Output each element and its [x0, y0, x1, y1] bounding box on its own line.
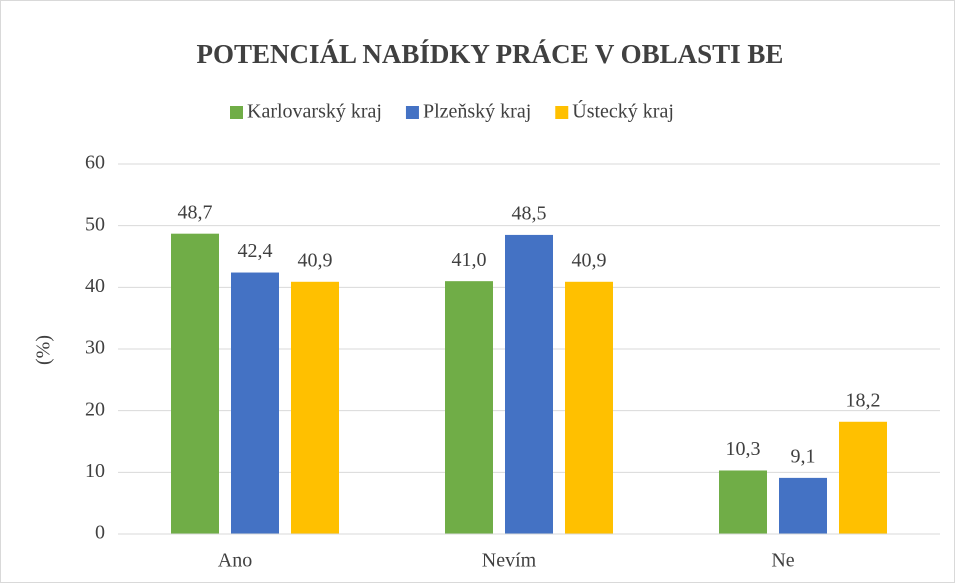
value-label: 41,0 — [452, 249, 487, 271]
value-label: 18,2 — [846, 389, 881, 411]
legend-swatch — [230, 106, 243, 119]
bar — [565, 281, 613, 534]
bar — [171, 233, 219, 534]
bar — [291, 281, 339, 534]
y-tick-label: 30 — [85, 337, 105, 359]
y-tick-label: 0 — [95, 522, 105, 544]
bar — [719, 470, 767, 534]
y-tick-label: 60 — [85, 152, 105, 174]
bar — [231, 272, 279, 534]
x-tick-label: Ano — [218, 550, 252, 572]
legend-label: Karlovarský kraj — [247, 101, 382, 123]
x-tick-label: Nevím — [482, 550, 537, 572]
x-tick-label: Ne — [771, 550, 794, 572]
chart-title: POTENCIÁL NABÍDKY PRÁCE V OBLASTI BE — [197, 39, 784, 69]
bar — [779, 477, 827, 534]
bar — [839, 421, 887, 534]
value-label: 48,5 — [512, 203, 547, 225]
legend-label: Plzeňský kraj — [423, 101, 531, 123]
legend-label: Ústecký kraj — [572, 99, 674, 123]
y-tick-label: 10 — [85, 460, 105, 482]
bar — [445, 281, 493, 534]
value-label: 40,9 — [298, 249, 333, 271]
value-label: 42,4 — [238, 240, 273, 262]
y-axis-label: (%) — [33, 335, 55, 365]
value-label: 40,9 — [572, 249, 607, 271]
legend-swatch — [405, 106, 419, 119]
bar — [505, 234, 553, 534]
y-tick-label: 50 — [85, 213, 105, 235]
value-label: 9,1 — [791, 445, 816, 467]
y-tick-label: 20 — [85, 398, 105, 420]
value-label: 10,3 — [726, 438, 761, 460]
legend-swatch — [555, 106, 569, 119]
y-tick-label: 40 — [85, 275, 105, 297]
value-label: 48,7 — [178, 201, 213, 223]
